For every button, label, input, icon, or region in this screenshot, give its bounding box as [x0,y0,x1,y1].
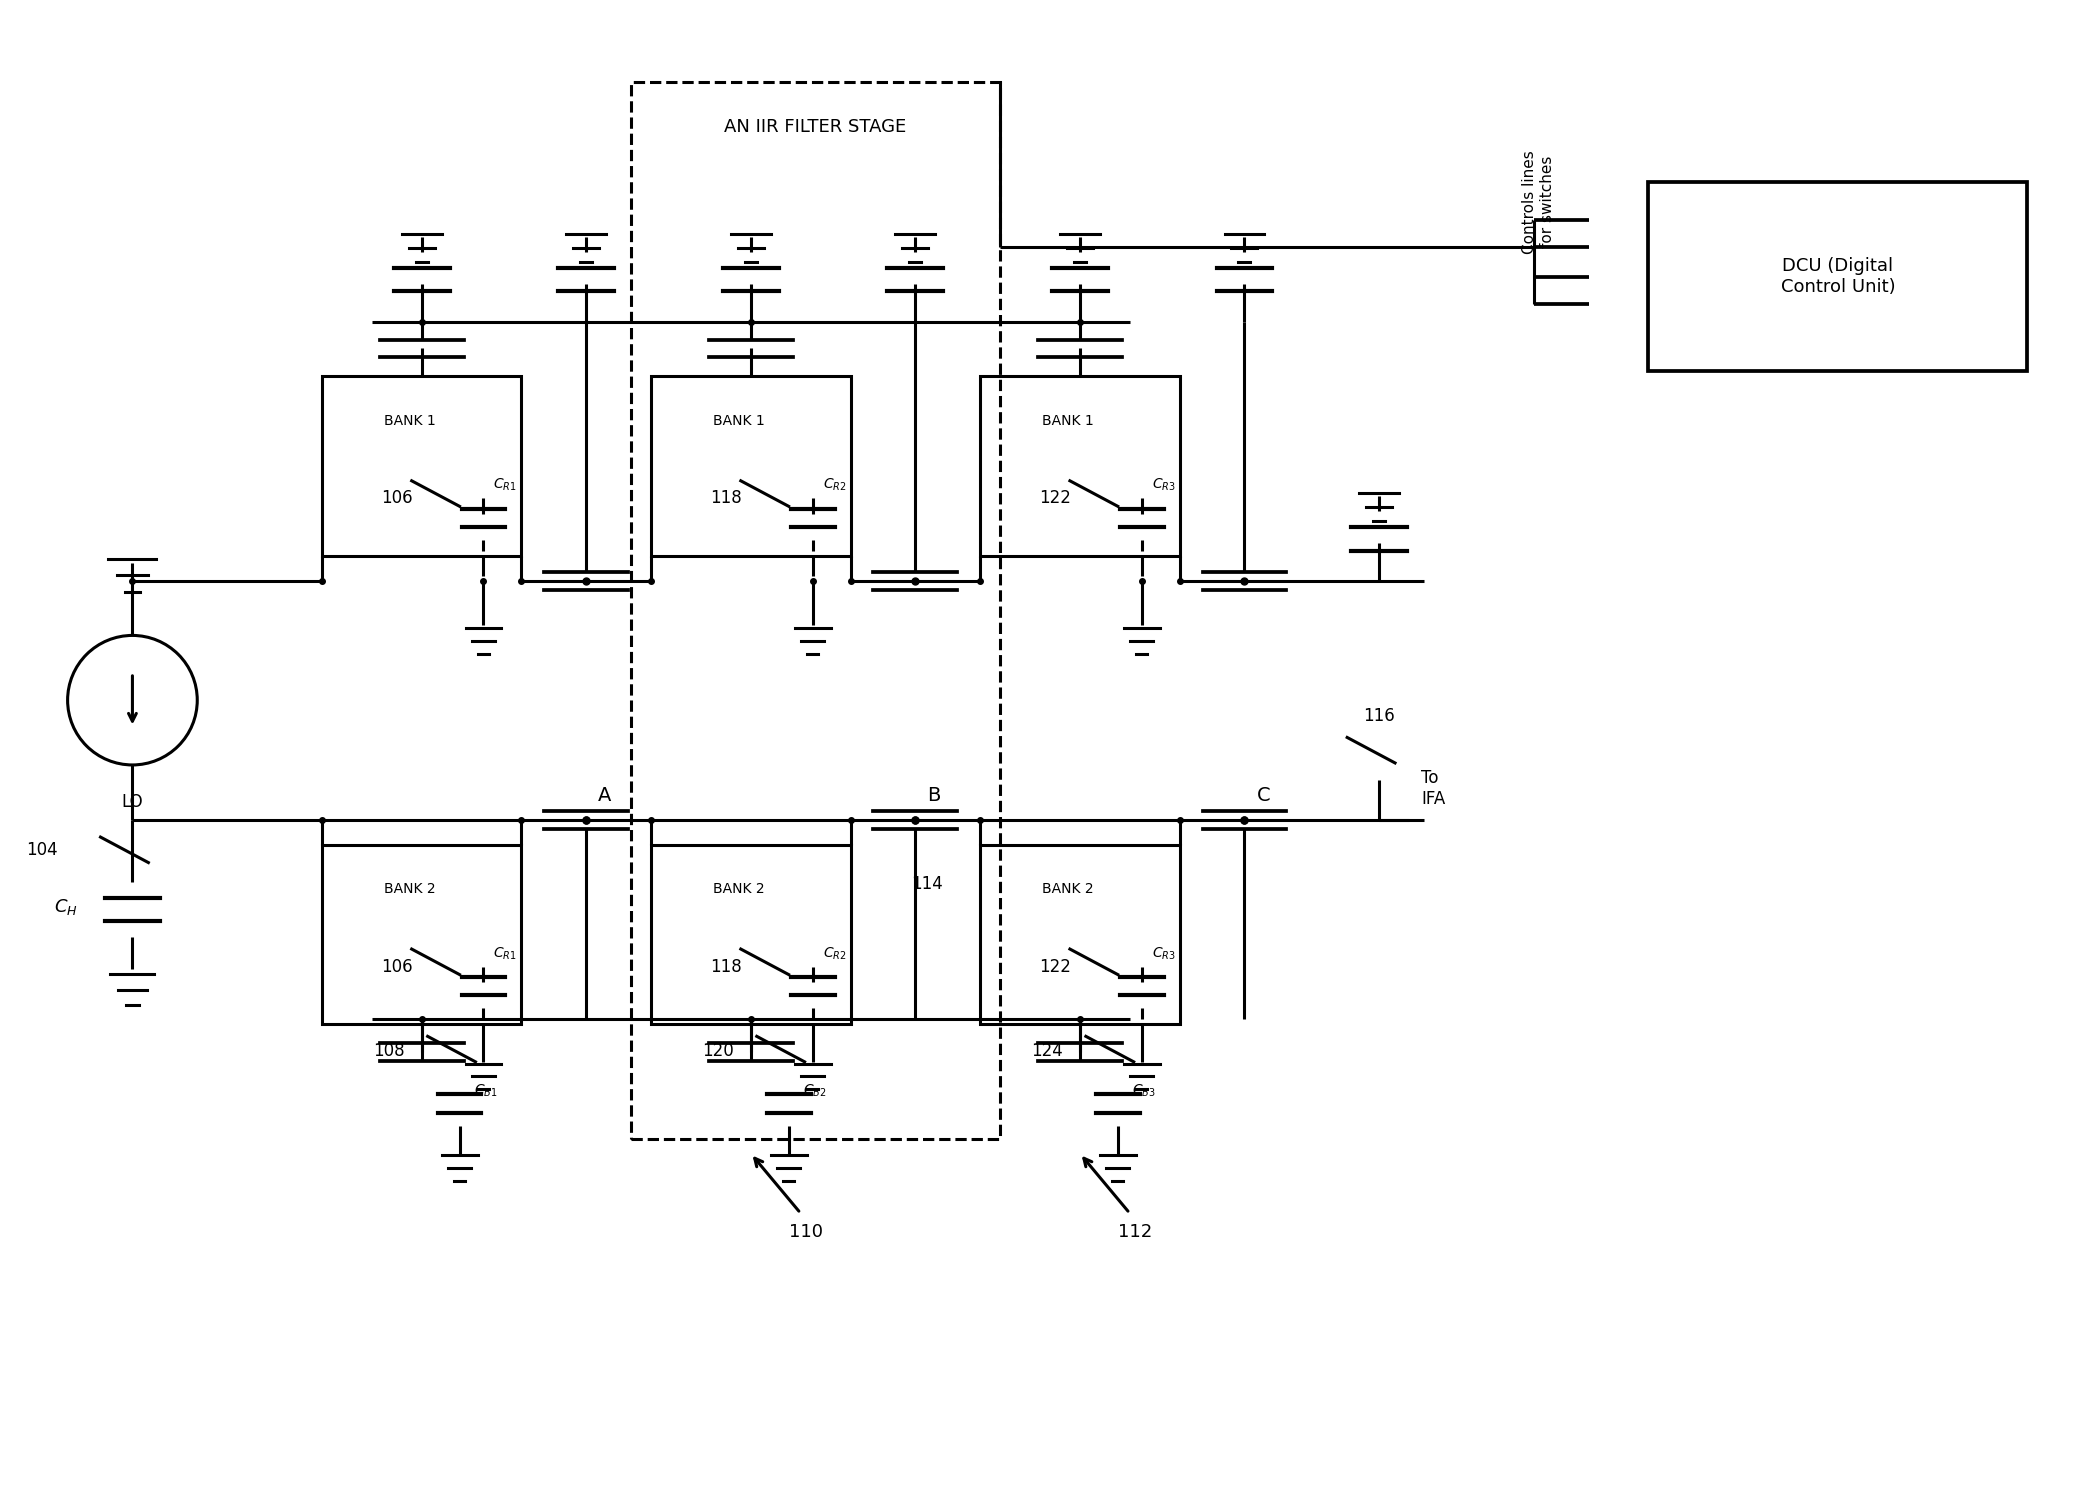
Text: BANK 1: BANK 1 [384,414,436,428]
Text: LO: LO [123,794,143,812]
Text: BANK 2: BANK 2 [1043,882,1095,897]
Text: BANK 2: BANK 2 [384,882,436,897]
Text: 104: 104 [27,840,58,858]
Text: 124: 124 [1030,1042,1063,1060]
Bar [650,844,849,1024]
Text: C: C [1257,786,1269,806]
Bar [980,376,1180,555]
Bar [322,844,521,1024]
Text: $C_H$: $C_H$ [54,897,77,918]
Text: Controls lines
for switches: Controls lines for switches [1522,150,1556,254]
Bar [631,82,1001,1138]
Text: $C_{R1}$: $C_{R1}$ [494,945,517,962]
Text: 106: 106 [380,957,413,975]
Bar [1649,182,2027,372]
Text: BANK 1: BANK 1 [1043,414,1095,428]
Text: $C_{B2}$: $C_{B2}$ [802,1083,827,1098]
Text: $C_{R1}$: $C_{R1}$ [494,477,517,494]
Text: 122: 122 [1038,489,1072,507]
Text: 122: 122 [1038,957,1072,975]
Text: 116: 116 [1363,706,1396,724]
Text: 112: 112 [1117,1222,1153,1240]
Text: 106: 106 [380,489,413,507]
Text: $C_{R3}$: $C_{R3}$ [1151,945,1176,962]
Text: BANK 2: BANK 2 [712,882,764,897]
Text: BANK 1: BANK 1 [712,414,764,428]
Text: 108: 108 [374,1042,405,1060]
Bar [980,844,1180,1024]
Text: $C_{R2}$: $C_{R2}$ [822,477,845,494]
Text: A: A [598,786,611,806]
Text: 110: 110 [789,1222,822,1240]
Text: $C_{R2}$: $C_{R2}$ [822,945,845,962]
Bar [322,376,521,555]
Text: 120: 120 [702,1042,733,1060]
Text: 118: 118 [710,489,741,507]
Text: $C_{B3}$: $C_{B3}$ [1132,1083,1155,1098]
Text: 114: 114 [912,874,943,892]
Text: 118: 118 [710,957,741,975]
Text: AN IIR FILTER STAGE: AN IIR FILTER STAGE [725,118,908,136]
Bar [650,376,849,555]
Text: $C_{R3}$: $C_{R3}$ [1151,477,1176,494]
Text: DCU (Digital
Control Unit): DCU (Digital Control Unit) [1780,258,1894,296]
Text: To
IFA: To IFA [1421,770,1446,808]
Text: $C_{B1}$: $C_{B1}$ [474,1083,496,1098]
Text: B: B [926,786,941,806]
